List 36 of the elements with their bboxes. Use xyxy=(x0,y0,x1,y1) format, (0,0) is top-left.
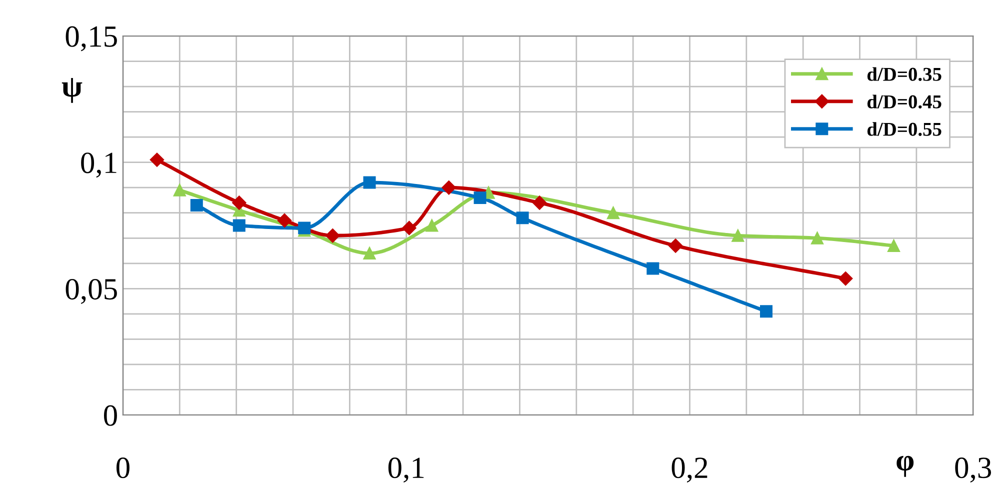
x-axis-title: φ xyxy=(896,456,914,477)
point xyxy=(838,271,853,286)
point xyxy=(474,191,486,204)
point xyxy=(668,238,683,253)
y-tick-label: 0 xyxy=(104,405,117,426)
point xyxy=(532,196,547,210)
y-tick-label: 0,05 xyxy=(66,278,117,304)
y-tick-label: 0,15 xyxy=(66,26,117,52)
point xyxy=(442,180,456,195)
point xyxy=(402,220,416,236)
point xyxy=(888,239,900,252)
point xyxy=(326,228,340,243)
point xyxy=(646,262,660,275)
point xyxy=(363,176,376,189)
legend-label: d/D=0.35 xyxy=(867,67,942,81)
x-tick-label: 0,2 xyxy=(672,458,708,483)
x-tick-label: 0,3 xyxy=(955,458,992,483)
point xyxy=(811,232,824,244)
y-axis-title: ψ xyxy=(62,78,82,103)
point xyxy=(190,199,203,212)
legend-label: d/D=0.55 xyxy=(867,122,942,136)
point xyxy=(760,305,772,318)
point xyxy=(232,219,246,232)
point xyxy=(298,222,311,234)
point xyxy=(606,206,620,220)
legend-label: d/D=0.45 xyxy=(867,94,942,108)
point xyxy=(150,152,164,167)
point xyxy=(232,196,246,210)
y-tick-label: 0,1 xyxy=(81,152,116,178)
point xyxy=(732,229,744,242)
point xyxy=(426,219,438,232)
point xyxy=(363,247,376,260)
point xyxy=(173,184,186,196)
x-tick-label: 0,1 xyxy=(388,458,424,483)
point xyxy=(516,212,529,224)
point xyxy=(277,213,292,228)
